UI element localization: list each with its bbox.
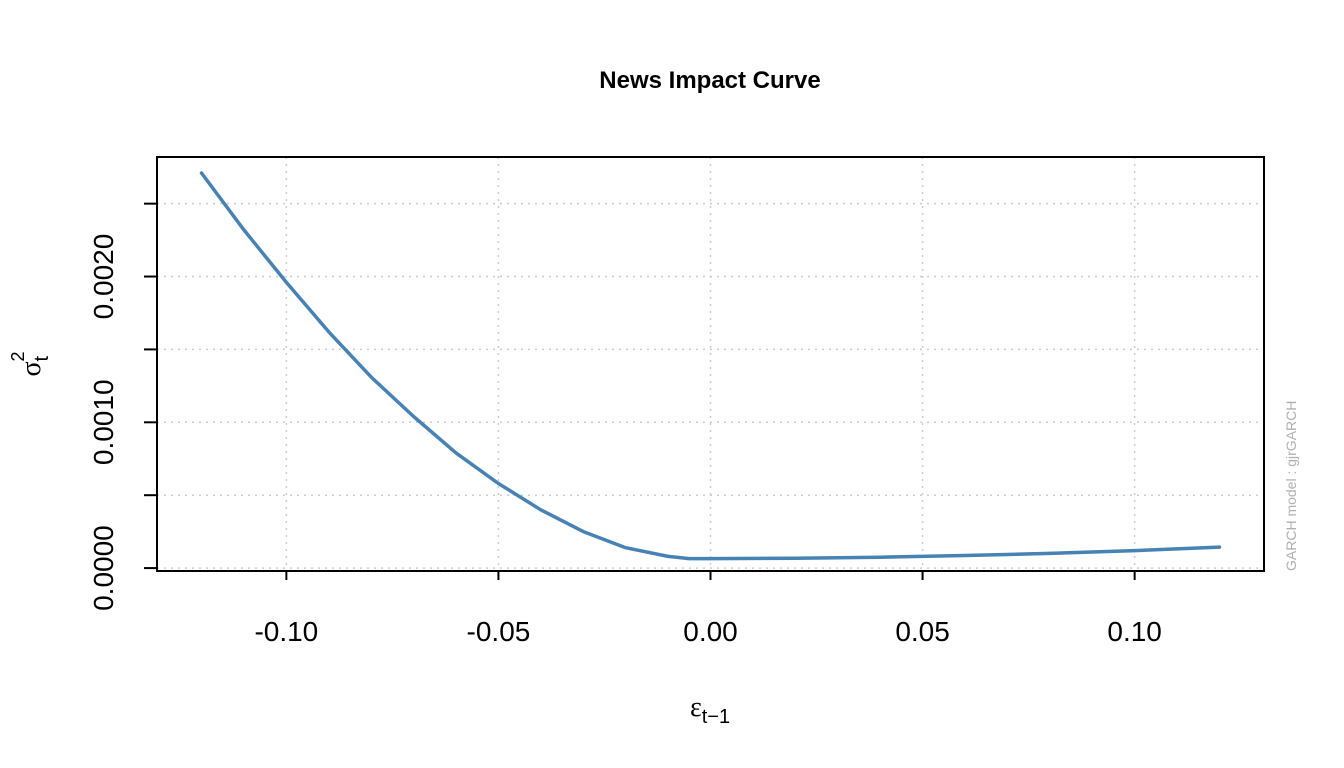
x-axis-symbol: ε — [690, 692, 702, 723]
y-axis: 0.0000 0.0010 0.0020 — [88, 202, 157, 611]
chart-title: News Impact Curve — [599, 67, 820, 94]
x-tick-label-0: -0.10 — [254, 616, 318, 647]
x-tick-label-3: 0.05 — [895, 616, 950, 647]
x-axis-label: εt−1 — [690, 692, 730, 728]
model-side-note: GARCH model : gjrGARCH — [1283, 401, 1299, 571]
grid-lines — [157, 157, 1264, 571]
y-tick-label-0: 0.0000 — [88, 525, 119, 611]
y-tick-label-2: 0.0010 — [88, 379, 119, 465]
y-axis-label: σ2 t — [8, 351, 53, 376]
x-tick-label-1: -0.05 — [467, 616, 531, 647]
y-tick-label-4: 0.0020 — [88, 234, 119, 320]
svg-text:σ2t: σ2 t — [8, 351, 53, 376]
y-axis-superscript: 2 — [8, 351, 28, 361]
series-layer — [199, 171, 1222, 561]
x-axis-subscript: t−1 — [702, 706, 730, 728]
y-axis-symbol: σ — [16, 361, 47, 376]
y-axis-subscript: t — [31, 355, 53, 361]
x-axis: -0.10 -0.05 0.00 0.05 0.10 — [254, 571, 1162, 647]
series-line-0 — [199, 171, 1222, 561]
x-tick-label-2: 0.00 — [683, 616, 738, 647]
x-tick-label-4: 0.10 — [1107, 616, 1162, 647]
